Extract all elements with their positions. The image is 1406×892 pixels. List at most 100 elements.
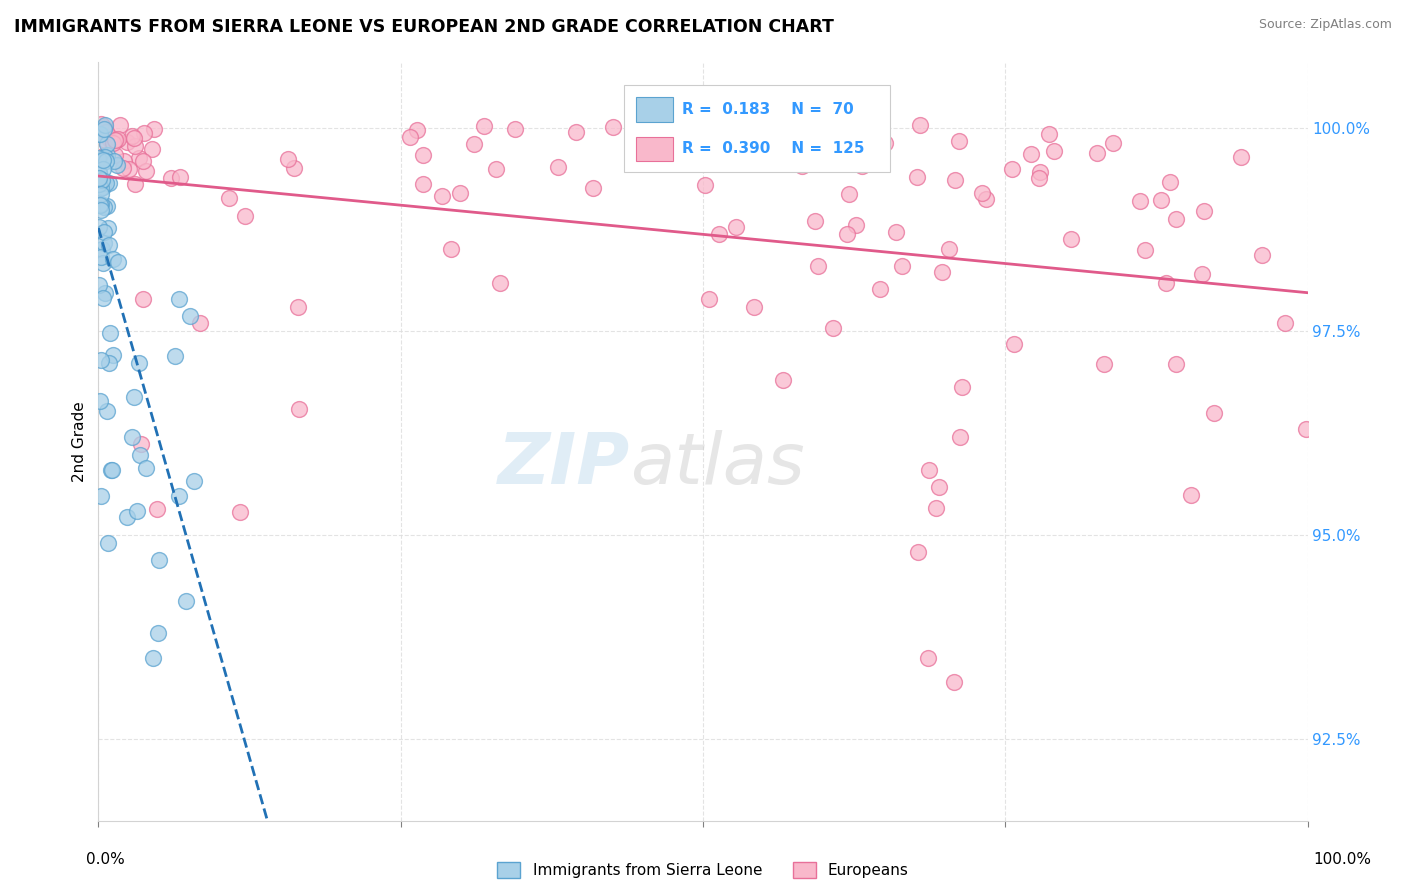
Point bbox=[104, 133, 127, 147]
Point bbox=[118, 161, 141, 176]
Point bbox=[287, 402, 309, 417]
Point bbox=[163, 349, 186, 363]
Point bbox=[709, 227, 731, 242]
Point bbox=[1229, 150, 1251, 164]
Point bbox=[148, 553, 170, 567]
Point bbox=[96, 176, 118, 190]
Point bbox=[845, 219, 868, 233]
Point bbox=[89, 394, 111, 409]
Point bbox=[1085, 146, 1108, 161]
Point bbox=[1274, 316, 1296, 330]
Point bbox=[93, 225, 115, 239]
Point bbox=[94, 133, 117, 147]
Point bbox=[93, 235, 115, 250]
Point bbox=[91, 173, 114, 187]
Point bbox=[167, 489, 190, 503]
Point bbox=[112, 154, 135, 169]
Point bbox=[91, 153, 114, 167]
Point bbox=[1001, 161, 1024, 176]
Point bbox=[931, 265, 953, 279]
Text: ZIP: ZIP bbox=[498, 430, 630, 499]
Point bbox=[89, 219, 111, 234]
Point bbox=[90, 489, 112, 503]
Point bbox=[974, 192, 997, 206]
Point bbox=[918, 463, 941, 477]
Point bbox=[972, 186, 994, 200]
Point bbox=[890, 260, 912, 274]
Point bbox=[89, 198, 111, 212]
Point bbox=[697, 292, 720, 306]
Point bbox=[943, 675, 966, 690]
Point bbox=[91, 179, 114, 194]
Point bbox=[135, 460, 157, 475]
Point bbox=[93, 120, 115, 134]
Text: Source: ZipAtlas.com: Source: ZipAtlas.com bbox=[1258, 18, 1392, 31]
Point bbox=[89, 177, 111, 191]
Point bbox=[121, 129, 143, 144]
Point bbox=[89, 127, 111, 141]
Point bbox=[121, 430, 143, 444]
Point bbox=[761, 138, 783, 153]
Point bbox=[169, 292, 191, 306]
Point bbox=[869, 282, 891, 296]
Point bbox=[1129, 194, 1152, 208]
Point bbox=[134, 126, 156, 140]
Point bbox=[835, 227, 858, 241]
Point bbox=[792, 159, 814, 173]
Point bbox=[87, 278, 110, 293]
Point bbox=[565, 125, 588, 139]
Point bbox=[1043, 145, 1066, 159]
Point bbox=[907, 544, 929, 558]
Point bbox=[96, 147, 118, 161]
FancyBboxPatch shape bbox=[637, 136, 672, 161]
Point bbox=[93, 175, 115, 189]
Point bbox=[124, 390, 146, 404]
Point bbox=[89, 127, 111, 141]
Point bbox=[90, 352, 112, 367]
Point bbox=[107, 132, 129, 146]
Point bbox=[851, 159, 873, 173]
Point bbox=[91, 172, 114, 186]
Point bbox=[107, 255, 129, 269]
Point bbox=[905, 169, 928, 184]
Point bbox=[669, 153, 692, 167]
Point bbox=[807, 259, 830, 273]
Point bbox=[93, 200, 115, 214]
Point bbox=[943, 172, 966, 186]
Point bbox=[103, 136, 125, 151]
Point bbox=[94, 129, 117, 144]
Point bbox=[90, 186, 112, 201]
Point bbox=[838, 187, 860, 202]
Point bbox=[845, 143, 868, 157]
Point bbox=[503, 122, 526, 136]
Point bbox=[1154, 276, 1177, 290]
Point bbox=[90, 117, 112, 131]
Point bbox=[105, 133, 128, 147]
Point bbox=[124, 138, 146, 153]
Point bbox=[90, 242, 112, 256]
Point bbox=[100, 463, 122, 477]
Point bbox=[129, 448, 152, 462]
Point bbox=[693, 178, 716, 193]
Point bbox=[412, 177, 434, 191]
Point bbox=[440, 243, 463, 257]
Legend: Immigrants from Sierra Leone, Europeans: Immigrants from Sierra Leone, Europeans bbox=[491, 856, 915, 884]
Point bbox=[449, 186, 471, 201]
Point bbox=[94, 150, 117, 164]
Text: 0.0%: 0.0% bbox=[86, 852, 125, 867]
Point bbox=[94, 119, 117, 133]
Point bbox=[406, 123, 429, 137]
Point bbox=[89, 173, 111, 187]
Point bbox=[925, 500, 948, 515]
Point bbox=[938, 242, 960, 256]
Point bbox=[169, 169, 191, 184]
Point bbox=[1295, 422, 1317, 436]
Point bbox=[928, 480, 950, 494]
Point bbox=[90, 250, 112, 264]
Point bbox=[146, 626, 169, 640]
Point bbox=[141, 142, 163, 156]
Point bbox=[725, 219, 748, 234]
Point bbox=[917, 650, 939, 665]
Text: IMMIGRANTS FROM SIERRA LEONE VS EUROPEAN 2ND GRADE CORRELATION CHART: IMMIGRANTS FROM SIERRA LEONE VS EUROPEAN… bbox=[14, 18, 834, 36]
Point bbox=[103, 154, 125, 169]
